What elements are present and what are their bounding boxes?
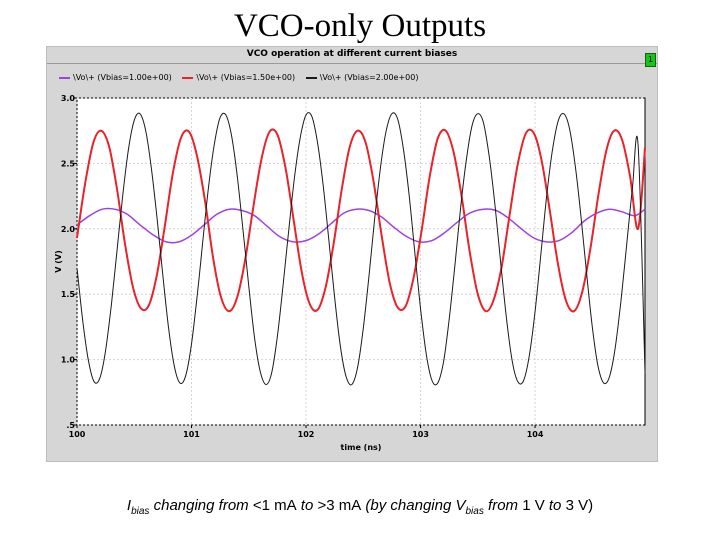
y-tick-label-4: 2.5 — [61, 159, 76, 168]
caption-text-1: changing from — [149, 497, 253, 514]
y-tick-label-3: 2.0 — [61, 225, 76, 234]
x-tick-label-2: 102 — [298, 430, 315, 439]
slide-title: VCO-only Outputs — [233, 8, 487, 44]
x-tick-label-0: 100 — [69, 430, 86, 439]
caption-v-subscript: bias — [465, 506, 484, 517]
legend-swatch-vbias-1-5 — [182, 76, 194, 79]
chart-title: VCO operation at different current biase… — [246, 49, 458, 59]
y-tick-label-2: 1.5 — [61, 290, 76, 299]
series-line-vbias-1 — [76, 207, 646, 244]
legend-label-vbias-1: \Vo\+ (Vbias=1.00e+00) — [73, 73, 172, 82]
series-line-vbias-2 — [76, 112, 646, 386]
y-axis-label: V (V) — [54, 250, 63, 272]
x-tick-label-1: 101 — [183, 430, 200, 439]
title-divider — [47, 63, 657, 64]
x-tick-label-4: 104 — [527, 430, 544, 439]
subwindow-badge[interactable]: 1 — [645, 53, 656, 67]
caption-v-symbol: V — [455, 497, 466, 514]
legend-item-vbias-1[interactable]: \Vo\+ (Vbias=1.00e+00) — [59, 73, 172, 82]
y-tick-label-0: .5 — [66, 421, 75, 430]
caption-text-3: to — [296, 497, 318, 514]
caption-text-9: 3 V — [565, 497, 589, 514]
caption-text-8: to — [544, 497, 566, 514]
y-tick-label-1: 1.0 — [61, 356, 76, 365]
legend-item-vbias-1-5[interactable]: \Vo\+ (Vbias=1.50e+00) — [182, 73, 295, 82]
plot-area — [76, 97, 646, 426]
caption-text-6: from — [483, 497, 523, 514]
legend: \Vo\+ (Vbias=1.00e+00) \Vo\+ (Vbias=1.50… — [59, 73, 426, 85]
legend-swatch-vbias-2 — [305, 76, 317, 79]
x-tick-label-3: 103 — [412, 430, 429, 439]
legend-label-vbias-1-5: \Vo\+ (Vbias=1.50e+00) — [196, 73, 296, 82]
vco-chart[interactable]: 100 101 102 103 104 .5 1.0 1.5 2.0 2.5 3.0 time (ns… — [46, 46, 656, 460]
series-line-vbias-1-5 — [76, 128, 646, 313]
x-axis-label: time (ns) — [341, 443, 382, 452]
y-tick-label-5: 3.0 — [61, 94, 76, 103]
caption-text-2: <1 mA — [252, 497, 297, 514]
legend-item-vbias-2[interactable]: \Vo\+ (Vbias=2.00e+00) — [305, 73, 419, 82]
caption-i-symbol: I — [126, 497, 132, 514]
caption-text-5: (by changing — [361, 497, 456, 514]
caption-text-4: >3 mA — [317, 497, 362, 514]
caption-i-subscript: bias — [131, 506, 150, 517]
legend-label-vbias-2: \Vo\+ (Vbias=2.00e+00) — [319, 73, 419, 82]
legend-swatch-vbias-1 — [59, 76, 70, 79]
caption-text-10: ) — [588, 497, 594, 514]
caption-text-7: 1 V — [522, 497, 545, 514]
slide-caption: Ibias changing from <1 mA to >3 mA (by c… — [0, 497, 720, 517]
